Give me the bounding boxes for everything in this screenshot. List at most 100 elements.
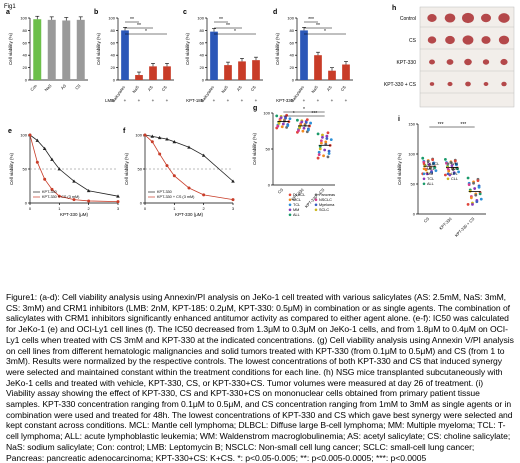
row-sign: +	[345, 98, 348, 103]
legend-marker	[422, 182, 426, 186]
x-tick-label: 3	[232, 206, 235, 211]
data-point	[325, 137, 329, 140]
legend-label: KPT-330 + CS (3 mM)	[157, 195, 195, 199]
data-point	[143, 133, 147, 137]
sig-star: **	[219, 17, 223, 23]
data-point	[444, 173, 447, 177]
x-tick-label: 1	[58, 206, 61, 211]
legend-label: LPL	[451, 172, 458, 176]
x-tick-label: 3	[117, 206, 120, 211]
data-point	[57, 167, 62, 171]
legend-label: DLBCL	[293, 193, 305, 197]
data-point	[467, 183, 471, 187]
panel-letter: b	[94, 9, 98, 16]
data-point	[298, 126, 301, 130]
data-point	[281, 122, 285, 126]
legend-label: MCL	[427, 167, 435, 171]
data-point	[434, 169, 438, 173]
y-tick-label: 0	[113, 78, 116, 83]
data-point	[478, 192, 482, 196]
row-sign: +	[241, 98, 244, 103]
data-point	[187, 145, 191, 149]
x-tick-label: CS	[74, 83, 82, 91]
y-axis-label: Cell viability (%)	[9, 153, 14, 186]
row-sign: +	[152, 98, 155, 103]
bar	[149, 66, 157, 80]
bar	[33, 19, 42, 81]
bar	[121, 30, 129, 80]
x-tick-label: 0	[144, 206, 147, 211]
data-point	[150, 134, 155, 138]
legend-marker	[422, 172, 426, 176]
data-point	[42, 146, 47, 150]
data-point	[283, 119, 286, 123]
tumor	[445, 35, 455, 45]
legend-label: TCL	[293, 203, 300, 207]
data-point	[327, 152, 331, 155]
legend-label: KPT-330	[157, 190, 172, 194]
data-point	[285, 113, 289, 117]
y-tick-label: 100	[135, 133, 142, 138]
data-point	[321, 133, 324, 137]
sig-star: ***	[438, 122, 444, 128]
data-point	[43, 177, 47, 181]
tumor	[500, 58, 508, 66]
legend-marker	[314, 203, 318, 207]
data-point	[35, 138, 40, 142]
y-tick-label: 0	[268, 183, 271, 188]
y-tick-label: 100	[287, 16, 294, 21]
data-point	[28, 133, 32, 137]
x-tick-label: 0	[29, 206, 32, 211]
x-tick-label: CS	[340, 84, 347, 92]
y-tick-label: 60	[23, 40, 28, 45]
row-sign: +	[213, 98, 216, 103]
bar	[135, 75, 143, 80]
data-point	[302, 126, 306, 130]
data-point	[72, 198, 76, 202]
legend-label: MZL	[451, 167, 459, 171]
row-label: KPT-185	[186, 98, 203, 103]
y-tick-label: 50	[23, 167, 28, 172]
data-point	[427, 163, 431, 166]
legend-marker	[446, 167, 450, 171]
data-point	[321, 135, 324, 139]
data-point	[319, 141, 323, 145]
data-point	[466, 203, 470, 206]
data-point	[201, 153, 206, 157]
y-tick-label: 40	[200, 53, 205, 58]
tumor	[444, 13, 456, 23]
y-tick-label: 60	[290, 40, 295, 45]
tumor-row-label: KPT-330 + CS	[384, 82, 417, 88]
data-point	[474, 193, 478, 197]
y-tick-label: 100	[20, 133, 27, 138]
y-tick-label: 50	[266, 147, 271, 152]
legend-label: CLL	[451, 177, 458, 181]
data-point	[72, 179, 76, 183]
legend-label: ALL	[293, 213, 300, 217]
data-point	[157, 135, 162, 140]
tumor	[501, 81, 507, 87]
x-tick-label: 2	[203, 206, 206, 211]
sig-star: *	[234, 29, 236, 35]
legend-label: DLBCL	[427, 162, 439, 166]
row-sign: +	[124, 98, 127, 103]
x-tick-label: KPT-330	[438, 216, 453, 231]
y-axis-label: Cell viability (%)	[124, 153, 129, 186]
data-point	[325, 134, 329, 138]
data-point	[327, 149, 331, 153]
data-point	[323, 148, 327, 152]
bar	[224, 65, 232, 80]
data-point	[425, 172, 429, 176]
data-point	[297, 129, 300, 132]
legend-label: MM	[293, 208, 299, 212]
sig-star: *	[324, 29, 326, 35]
figure-label: Fig1	[4, 4, 16, 10]
tumor	[482, 59, 490, 65]
data-point	[318, 147, 322, 151]
legend-marker	[446, 172, 450, 176]
bar	[76, 19, 85, 80]
data-point	[50, 187, 54, 191]
tumor	[483, 81, 489, 87]
y-tick-label: 50	[138, 167, 143, 172]
data-point	[324, 140, 328, 144]
